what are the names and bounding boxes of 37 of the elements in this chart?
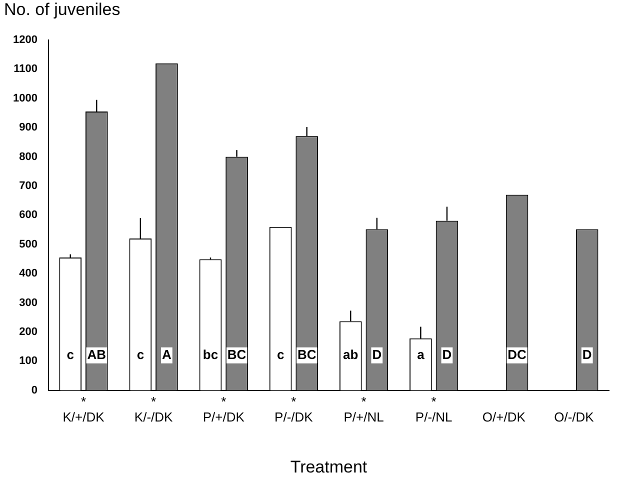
y-tick-label: 1200 — [12, 34, 38, 46]
y-tick-label: 900 — [19, 122, 38, 134]
y-axis-title: No. of juveniles — [4, 0, 120, 20]
y-tick-label: 500 — [19, 238, 38, 250]
y-tick-label: 200 — [19, 326, 38, 338]
y-tick-label: 1100 — [14, 63, 38, 76]
y-tick-label: 400 — [19, 268, 38, 280]
data-label: BC — [297, 346, 317, 362]
data-label: c — [136, 346, 144, 362]
x-tick-label: * P/-/DK — [274, 394, 314, 424]
data-label: c — [66, 346, 74, 362]
x-tick-label: O/+/DK — [482, 409, 526, 424]
x-tick-label: * P/+/DK — [202, 394, 245, 424]
y-tick-label: 0 — [31, 384, 38, 396]
data-label: AB — [87, 346, 106, 362]
y-tick-label: 1000 — [12, 92, 38, 104]
data-label: D — [372, 346, 382, 362]
y-tick-label: 800 — [19, 150, 38, 163]
data-label: DC — [508, 346, 528, 362]
x-tick-label: * P/-/NL — [415, 394, 452, 424]
data-label: D — [582, 346, 592, 362]
y-tick-label: 600 — [19, 209, 38, 222]
data-label: ab — [343, 346, 358, 362]
x-tick-label: * K/+/DK — [62, 394, 105, 424]
data-label: bc — [202, 346, 218, 362]
y-tick-label: 700 — [19, 180, 38, 192]
x-tick-label: O/-/DK — [554, 409, 594, 424]
x-tick-label: * K/-/DK — [134, 394, 174, 424]
data-label: a — [417, 346, 426, 362]
y-tick-label: 300 — [19, 296, 38, 309]
data-label: A — [162, 346, 172, 362]
data-label: BC — [227, 346, 247, 362]
data-label: D — [442, 346, 452, 362]
y-tick-label: 100 — [19, 355, 38, 368]
data-label: c — [276, 346, 284, 362]
x-tick-label: * P/+/NL — [344, 394, 384, 424]
x-axis-title: Treatment — [290, 457, 368, 476]
